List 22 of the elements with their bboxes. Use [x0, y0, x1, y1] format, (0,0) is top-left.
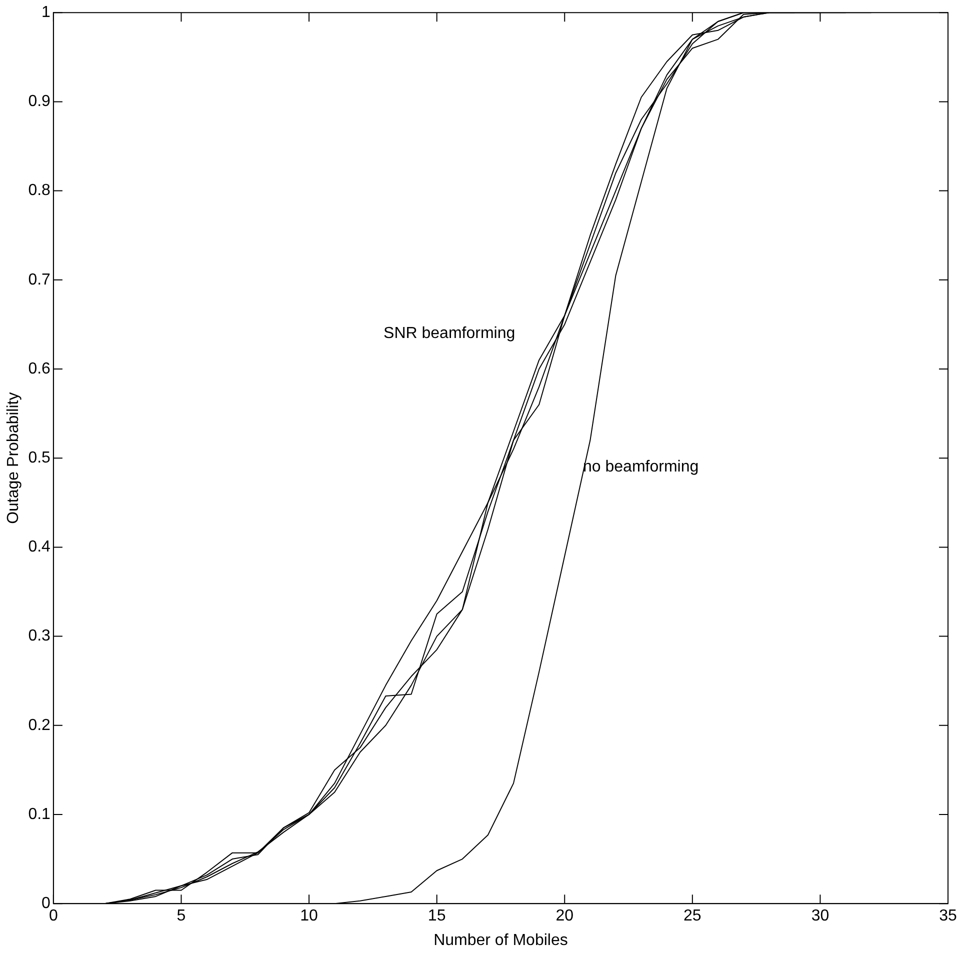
y-tick-label: 0.2 — [28, 716, 51, 734]
y-tick-label: 1 — [42, 4, 51, 22]
y-tick-label: 0.4 — [28, 538, 51, 556]
x-tick-label: 20 — [556, 908, 574, 925]
annotation: SNR beamforming — [384, 324, 516, 342]
y-tick-label: 0.1 — [28, 806, 51, 823]
x-tick-label: 35 — [939, 908, 957, 925]
x-tick-label: 15 — [428, 908, 446, 925]
y-tick-label: 0.3 — [28, 628, 51, 645]
x-tick-label: 30 — [811, 908, 830, 925]
x-tick-label: 25 — [684, 908, 702, 925]
y-tick-label: 0.8 — [28, 182, 51, 200]
x-tick-label: 5 — [176, 908, 186, 925]
y-tick-label: 0.5 — [28, 450, 51, 467]
y-tick-label: 0 — [42, 895, 51, 912]
annotation: no beamforming — [583, 458, 699, 476]
y-tick-label: 0.9 — [28, 93, 51, 110]
x-tick-label: 10 — [300, 908, 318, 925]
y-tick-label: 0.6 — [28, 360, 51, 378]
y-axis-title: Outage Probability — [5, 392, 22, 524]
y-tick-label: 0.7 — [28, 271, 51, 288]
x-axis-title: Number of Mobiles — [434, 932, 568, 949]
